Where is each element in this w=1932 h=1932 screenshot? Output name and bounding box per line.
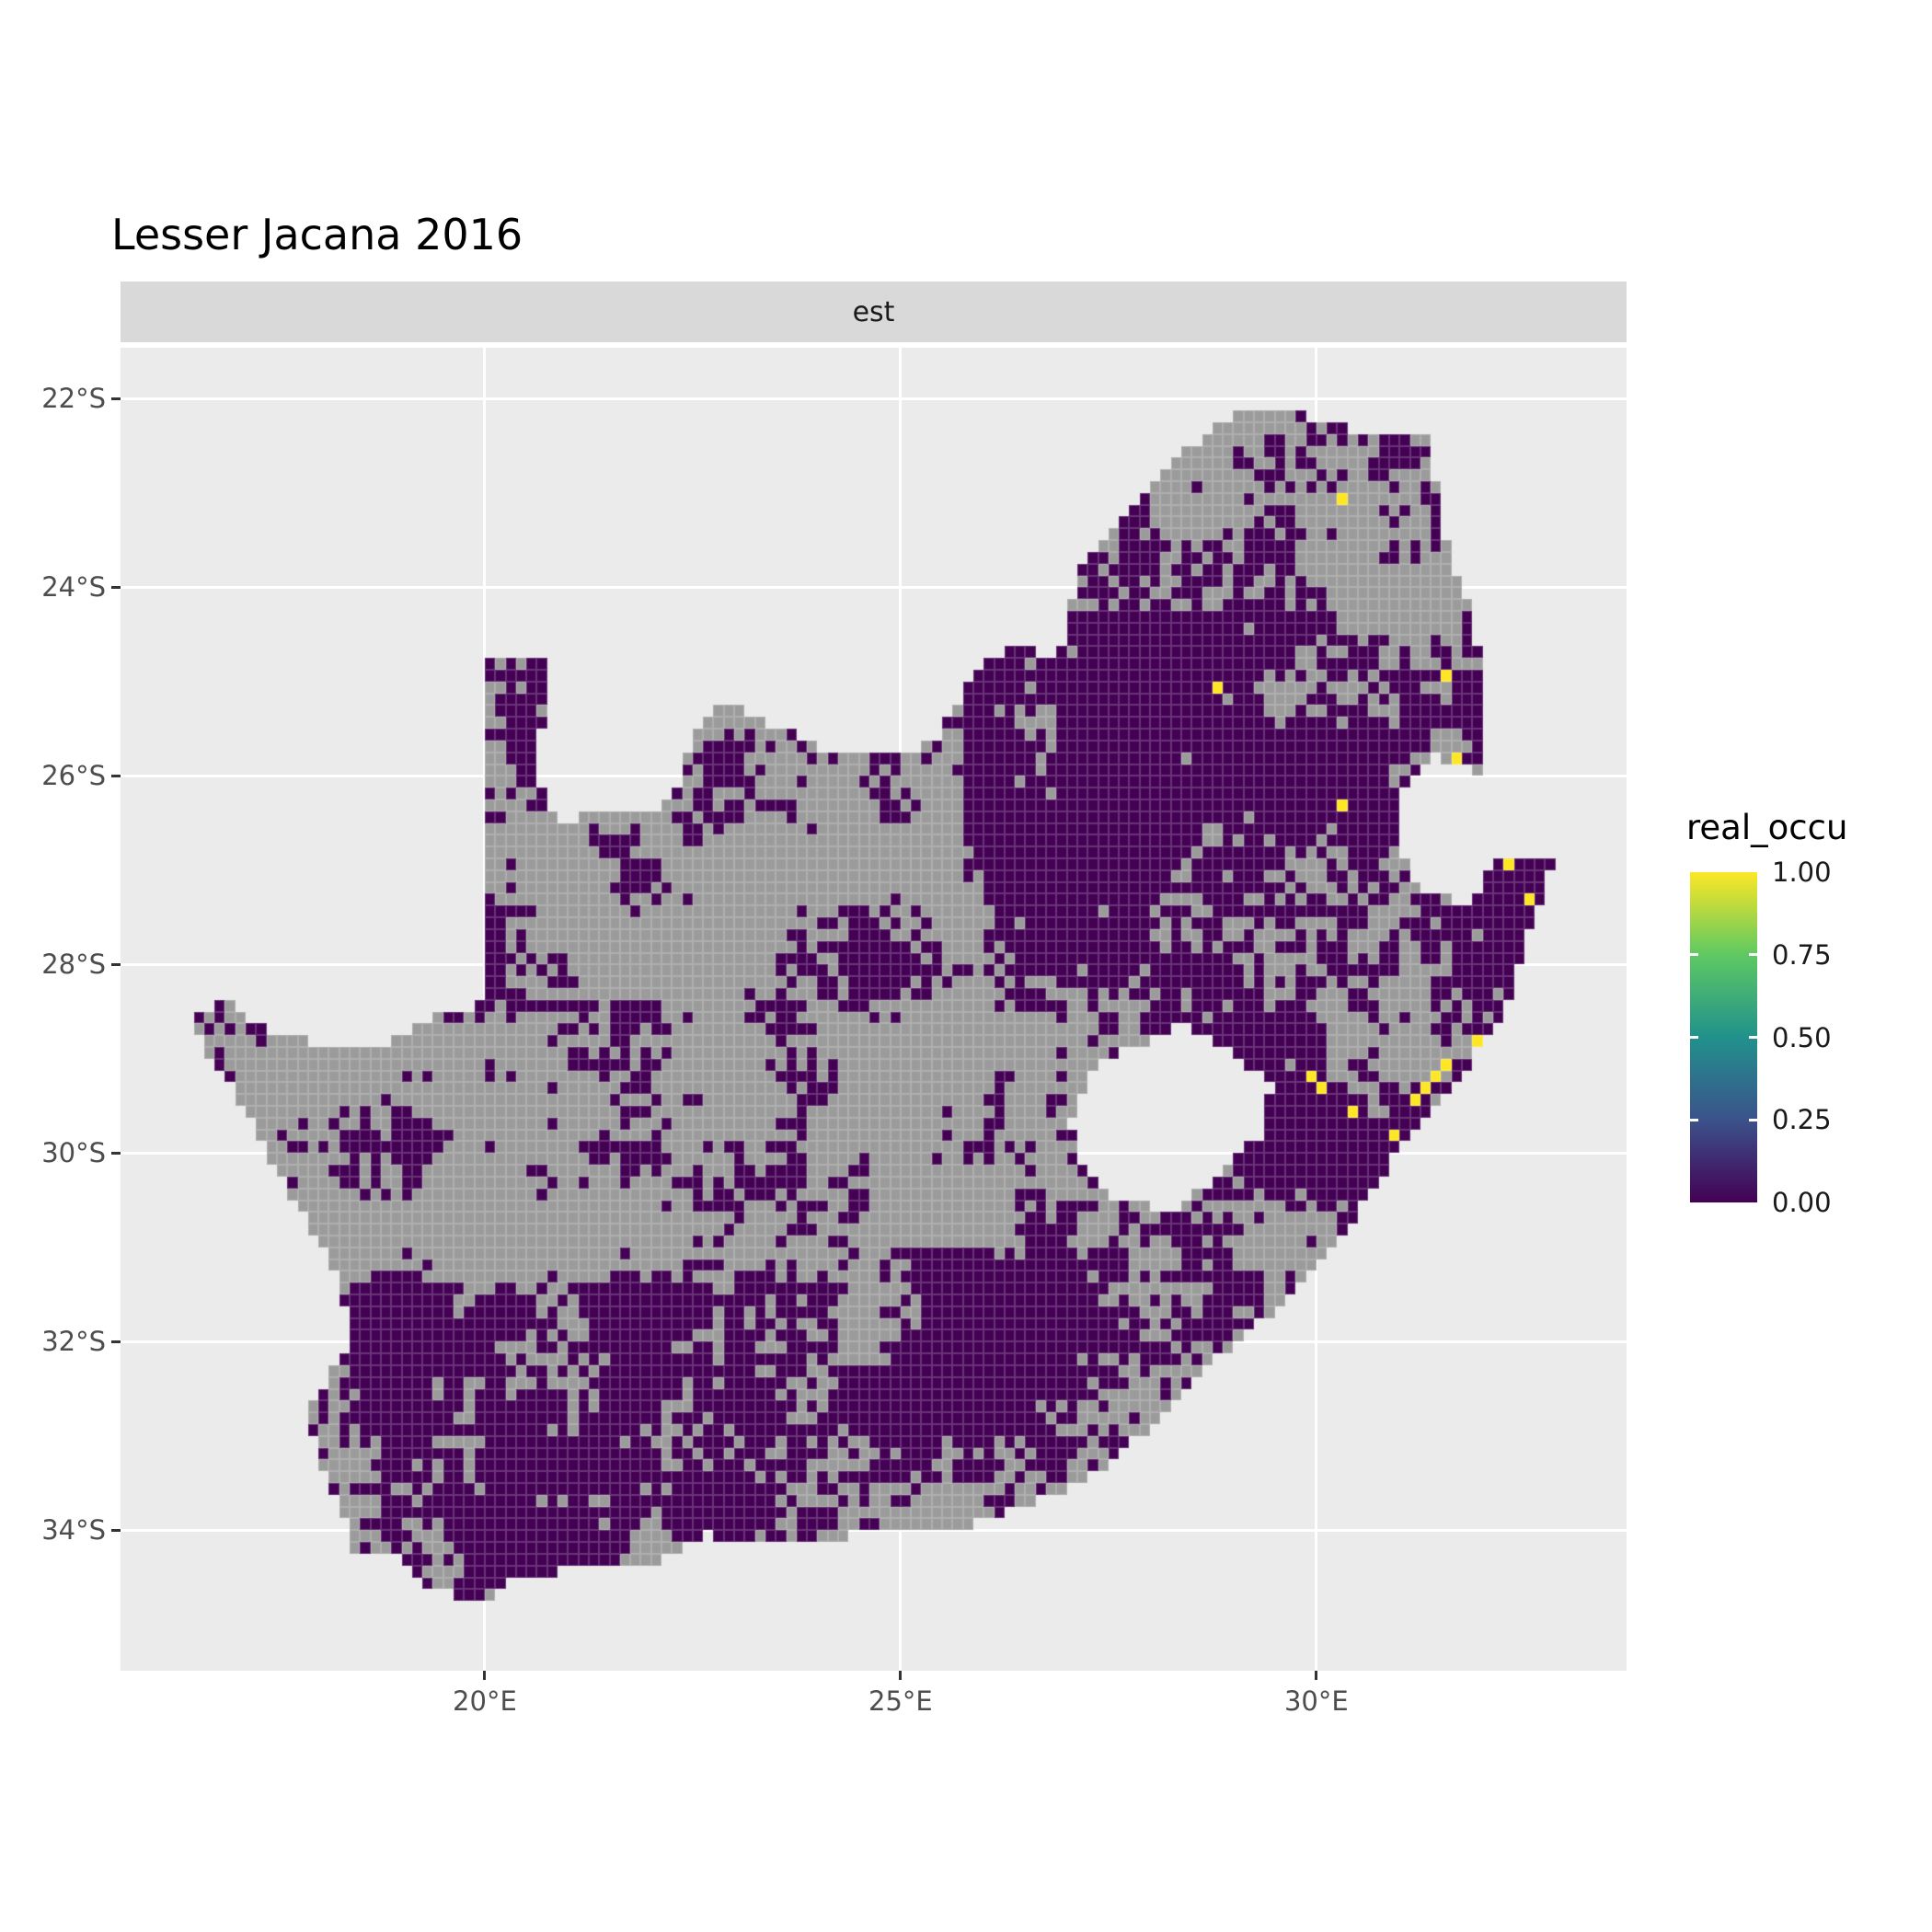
- y-tick-label: 28°S: [41, 949, 106, 981]
- legend-bar-tick: [1690, 953, 1698, 957]
- legend-tick-label: 1.00: [1772, 857, 1832, 888]
- y-axis-tick: [111, 397, 121, 400]
- y-tick-label: 32°S: [41, 1326, 106, 1358]
- x-axis-tick: [899, 1671, 903, 1680]
- x-axis-tick: [1315, 1671, 1318, 1680]
- y-axis-tick: [111, 1151, 121, 1155]
- y-axis-tick: [111, 1340, 121, 1343]
- legend-bar-tick: [1690, 1118, 1698, 1121]
- facet-strip: est: [121, 282, 1627, 342]
- plot-panel: [121, 348, 1627, 1671]
- x-tick-label: 25°E: [868, 1685, 933, 1717]
- x-tick-label: 20°E: [453, 1685, 517, 1717]
- y-axis-tick: [111, 585, 121, 589]
- legend-bar-tick: [1690, 1036, 1698, 1039]
- legend-tick-label: 0.00: [1772, 1187, 1832, 1218]
- y-tick-label: 24°S: [41, 571, 106, 604]
- y-axis-tick: [111, 774, 121, 777]
- y-tick-label: 26°S: [41, 760, 106, 792]
- legend-bar-tick: [1749, 1118, 1757, 1121]
- y-axis-tick: [111, 962, 121, 966]
- legend-title: real_occu: [1686, 808, 1848, 847]
- occupancy-raster-map: [121, 348, 1627, 1671]
- legend-tick-label: 0.25: [1772, 1104, 1832, 1136]
- y-tick-label: 22°S: [41, 383, 106, 415]
- y-tick-label: 34°S: [41, 1514, 106, 1547]
- legend-tick-label: 0.50: [1772, 1021, 1832, 1053]
- plot-title: Lesser Jacana 2016: [111, 210, 523, 259]
- legend-bar-tick: [1749, 953, 1757, 957]
- facet-strip-label: est: [852, 295, 895, 328]
- y-tick-label: 30°S: [41, 1137, 106, 1169]
- legend-bar-tick: [1749, 1036, 1757, 1039]
- y-axis-tick: [111, 1528, 121, 1532]
- legend: real_occu 1.00 0.75 0.50 0.25 0.00: [1674, 800, 1923, 1233]
- legend-tick-label: 0.75: [1772, 938, 1832, 971]
- x-axis-tick: [483, 1671, 487, 1680]
- x-tick-label: 30°E: [1283, 1685, 1349, 1717]
- legend-colorbar: [1690, 872, 1757, 1202]
